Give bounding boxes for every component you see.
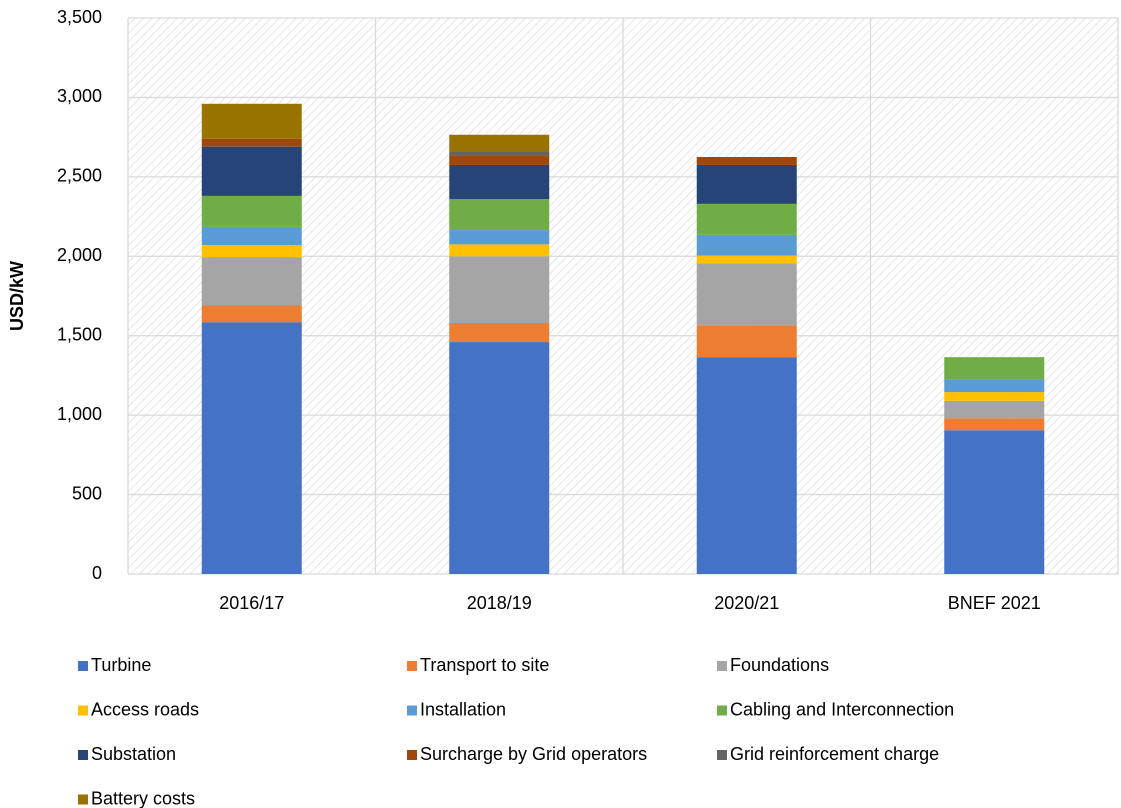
x-tick-label: 2020/21 bbox=[714, 593, 779, 613]
bar-segment bbox=[449, 134, 550, 152]
y-tick-label: 1,500 bbox=[57, 324, 102, 344]
y-tick-label: 3,500 bbox=[57, 7, 102, 27]
bar-segment bbox=[696, 203, 797, 235]
legend-swatch bbox=[78, 705, 88, 716]
legend-label: Foundations bbox=[730, 655, 829, 675]
legend-swatch bbox=[407, 705, 417, 716]
bar-segment bbox=[696, 263, 797, 326]
bar-segment bbox=[696, 255, 797, 264]
bar-segment bbox=[696, 357, 797, 574]
bar-segment bbox=[696, 164, 797, 204]
bar-segment bbox=[944, 400, 1045, 419]
x-tick-label: 2016/17 bbox=[219, 593, 284, 613]
legend-label: Access roads bbox=[91, 699, 199, 719]
bar-segment bbox=[449, 151, 550, 156]
bar-segment bbox=[201, 245, 302, 258]
bar-segment bbox=[944, 379, 1045, 393]
legend-swatch bbox=[717, 705, 727, 716]
legend-label: Grid reinforcement charge bbox=[730, 744, 939, 764]
legend-swatch bbox=[78, 661, 88, 671]
legend-swatch bbox=[407, 750, 417, 760]
bar-segment bbox=[449, 256, 550, 324]
y-tick-label: 500 bbox=[72, 483, 102, 503]
x-tick-label: 2018/19 bbox=[467, 593, 532, 613]
bar-segment bbox=[449, 155, 550, 165]
legend-swatch bbox=[717, 750, 727, 760]
bar-segment bbox=[201, 138, 302, 147]
bar-segment bbox=[201, 103, 302, 139]
legend-swatch bbox=[78, 794, 88, 805]
legend-swatch bbox=[78, 750, 88, 760]
bar-segment bbox=[449, 244, 550, 257]
legend-label: Battery costs bbox=[91, 788, 195, 808]
bar-segment bbox=[696, 325, 797, 358]
bar-segment bbox=[201, 322, 302, 574]
bar-segment bbox=[696, 234, 797, 256]
bar-segment bbox=[449, 230, 550, 245]
bar-segment bbox=[944, 430, 1045, 574]
x-tick-label: BNEF 2021 bbox=[948, 593, 1041, 613]
legend-label: Cabling and Interconnection bbox=[730, 699, 954, 719]
y-tick-label: 3,000 bbox=[57, 86, 102, 106]
bar-segment bbox=[944, 392, 1045, 401]
bar-segment bbox=[696, 157, 797, 165]
bar-segment bbox=[944, 418, 1045, 431]
bar-segment bbox=[201, 257, 302, 306]
y-tick-label: 0 bbox=[92, 563, 102, 583]
legend-label: Surcharge by Grid operators bbox=[420, 744, 647, 764]
legend-label: Substation bbox=[91, 744, 176, 764]
legend-label: Turbine bbox=[91, 655, 151, 675]
legend-label: Transport to site bbox=[420, 655, 549, 675]
bar-segment bbox=[449, 323, 550, 343]
bar-segment bbox=[201, 195, 302, 227]
bar-segment bbox=[201, 146, 302, 196]
bar-segment bbox=[201, 305, 302, 323]
legend-label: Installation bbox=[420, 699, 506, 719]
bar-segment bbox=[449, 342, 550, 574]
bar-segment bbox=[449, 164, 550, 200]
bar-segment bbox=[201, 226, 302, 246]
y-axis-label: USD/kW bbox=[7, 261, 27, 331]
bar-segment bbox=[944, 357, 1045, 380]
y-tick-label: 2,000 bbox=[57, 245, 102, 265]
legend-swatch bbox=[407, 661, 417, 671]
y-tick-label: 2,500 bbox=[57, 166, 102, 186]
legend-swatch bbox=[717, 661, 727, 671]
bar-segment bbox=[449, 199, 550, 231]
y-tick-label: 1,000 bbox=[57, 404, 102, 424]
